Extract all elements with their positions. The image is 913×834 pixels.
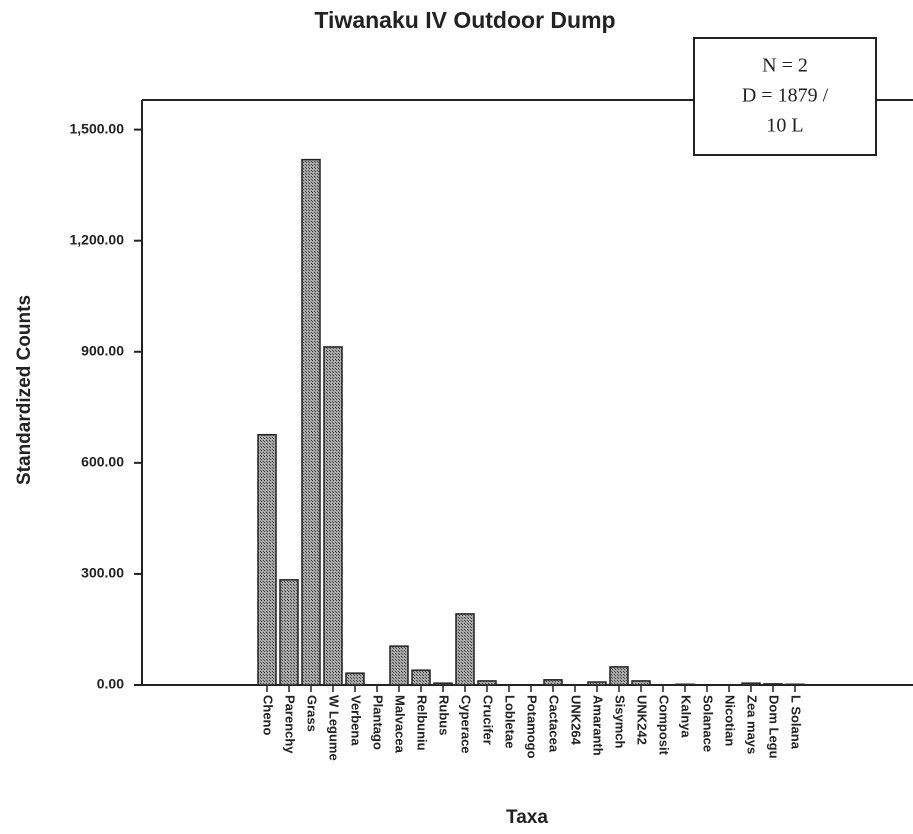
x-tick-label: Cyperace [459, 695, 474, 754]
y-axis-label: Standardized Counts [14, 295, 35, 485]
chart-title: Tiwanaku IV Outdoor Dump [314, 7, 615, 33]
y-tick-label: 900.00 [81, 342, 124, 358]
x-tick-label: W Legume [327, 695, 342, 761]
x-tick-label: Grass [305, 695, 320, 732]
bar [675, 683, 695, 686]
y-tick-label: 0.00 [97, 676, 124, 692]
x-tick-label: Cheno [261, 695, 276, 736]
x-tick-label: Parenchy [283, 695, 298, 754]
x-tick-label: Potamogo [525, 695, 540, 759]
x-tick-label: Composit [657, 695, 672, 756]
bar [763, 683, 783, 686]
y-tick-label: 300.00 [81, 565, 124, 581]
x-axis-label: Taxa [506, 807, 548, 828]
bar [345, 672, 365, 686]
bar [741, 682, 761, 686]
annotation: 10 L [766, 115, 803, 137]
bar [455, 613, 475, 686]
x-tick-label: Kalnya [679, 695, 694, 738]
x-tick-label: Crucifer [481, 695, 496, 745]
bar [301, 158, 321, 686]
x-tick-label: Dom Legu [767, 695, 782, 759]
y-tick-label: 600.00 [81, 454, 124, 470]
bar [785, 683, 805, 686]
bar [257, 433, 277, 686]
x-tick-label: Sisymch [613, 695, 628, 749]
y-tick-label: 1,200.00 [70, 231, 125, 247]
bar [631, 680, 651, 686]
y-tick-label: 1,500.00 [70, 120, 125, 136]
x-tick-label: Cactacea [547, 695, 562, 753]
x-tick-label: Lobletae [503, 695, 518, 748]
x-tick-label: Rubus [437, 695, 452, 735]
x-tick-label: Solanace [701, 695, 716, 752]
x-tick-label: UNK242 [635, 695, 650, 745]
bar [323, 346, 343, 686]
x-tick-label: Zea mays [745, 695, 760, 754]
annotation: D = 1879 / [742, 85, 829, 107]
x-tick-label: Plantago [371, 695, 386, 750]
x-tick-label: UNK264 [569, 695, 584, 746]
bar [477, 680, 497, 686]
x-tick-label: Amaranth [591, 695, 606, 756]
bar [587, 681, 607, 686]
bar [609, 666, 629, 686]
x-tick-label: L Solana [789, 695, 804, 750]
bar [411, 669, 431, 686]
annotation-box [693, 37, 877, 156]
x-tick-label: Malvacea [393, 695, 408, 754]
bar [389, 645, 409, 686]
x-tick-label: Nicotian [723, 695, 738, 746]
bar [433, 682, 453, 686]
bar [543, 679, 563, 686]
x-tick-label: Verbena [349, 695, 364, 746]
annotation: N = 2 [762, 55, 808, 77]
x-tick-label: Relbuniu [415, 695, 430, 751]
bar [279, 579, 299, 686]
